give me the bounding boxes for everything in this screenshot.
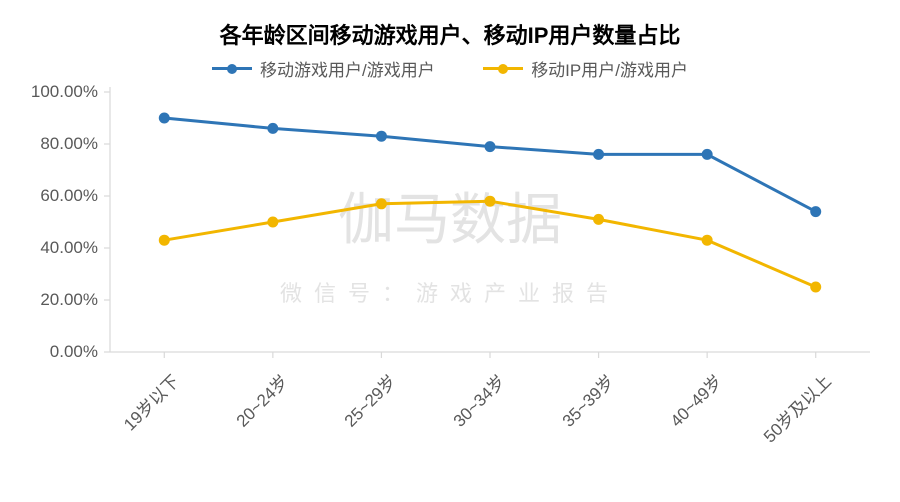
series-line-1 <box>164 201 815 287</box>
y-tick-label: 80.00% <box>40 134 98 154</box>
series-marker-0-4 <box>593 149 604 160</box>
series-marker-0-1 <box>267 123 278 134</box>
series-marker-1-6 <box>810 282 821 293</box>
series-marker-0-2 <box>376 131 387 142</box>
y-tick-label: 60.00% <box>40 186 98 206</box>
y-tick-label: 100.00% <box>31 82 98 102</box>
series-marker-1-3 <box>485 196 496 207</box>
series-marker-0-3 <box>485 141 496 152</box>
chart-container: 各年龄区间移动游戏用户、移动IP用户数量占比 移动游戏用户/游戏用户 移动IP用… <box>0 0 900 502</box>
series-marker-1-1 <box>267 217 278 228</box>
series-marker-0-6 <box>810 206 821 217</box>
y-tick-label: 0.00% <box>50 342 98 362</box>
y-tick-label: 20.00% <box>40 290 98 310</box>
series-marker-0-0 <box>159 113 170 124</box>
series-marker-0-5 <box>702 149 713 160</box>
series-marker-1-4 <box>593 214 604 225</box>
series-marker-1-0 <box>159 235 170 246</box>
series-marker-1-5 <box>702 235 713 246</box>
series-marker-1-2 <box>376 198 387 209</box>
y-tick-label: 40.00% <box>40 238 98 258</box>
